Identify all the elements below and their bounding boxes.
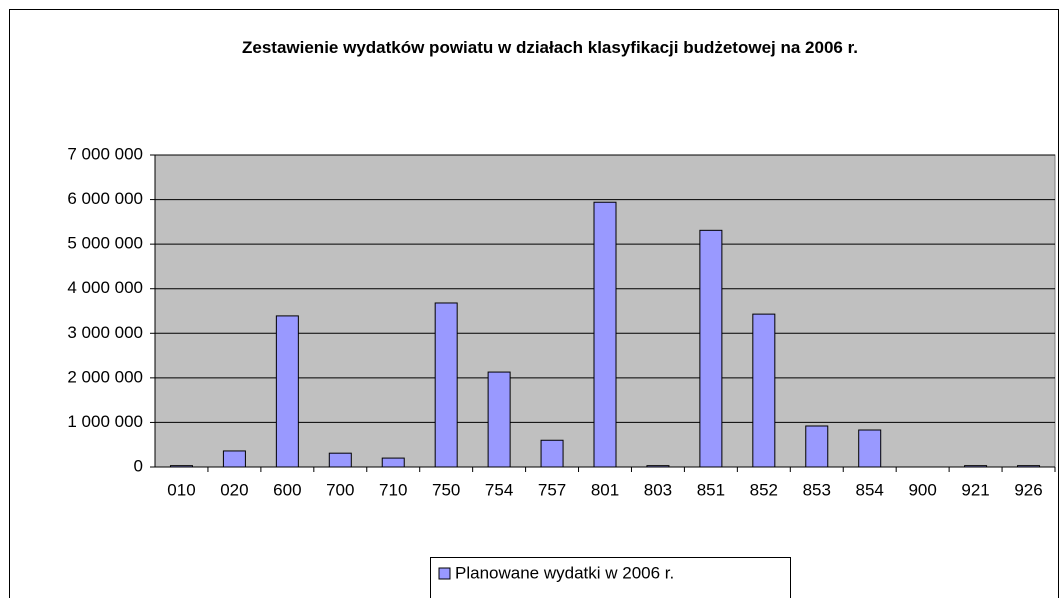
x-tick-label: 010 <box>167 480 195 499</box>
x-tick-label: 700 <box>326 480 354 499</box>
x-tick-label: 853 <box>803 480 831 499</box>
x-tick-label: 900 <box>908 480 936 499</box>
x-tick-label: 926 <box>1014 480 1042 499</box>
bar <box>752 313 776 468</box>
x-tick-label: 921 <box>961 480 989 499</box>
x-tick-label: 851 <box>697 480 725 499</box>
y-tick-label: 7 000 000 <box>67 144 143 163</box>
bar <box>222 450 246 468</box>
x-tick-label: 600 <box>273 480 301 499</box>
legend-box <box>430 557 791 598</box>
x-tick-label: 020 <box>220 480 248 499</box>
y-tick-label: 2 000 000 <box>67 367 143 386</box>
x-tick-label: 801 <box>591 480 619 499</box>
bar <box>858 429 882 468</box>
legend-label: Planowane wydatki w 2006 r. <box>455 563 674 582</box>
y-tick-label: 3 000 000 <box>67 323 143 342</box>
y-tick-label: 5 000 000 <box>67 234 143 253</box>
y-tick-label: 4 000 000 <box>67 278 143 297</box>
bar <box>381 457 405 468</box>
bar <box>275 315 299 468</box>
bar <box>699 229 723 468</box>
bar <box>540 439 564 468</box>
bar <box>593 201 617 468</box>
x-tick-label: 710 <box>379 480 407 499</box>
y-tick-label: 6 000 000 <box>67 189 143 208</box>
bar <box>328 452 352 468</box>
legend-swatch <box>438 567 451 580</box>
x-tick-label: 750 <box>432 480 460 499</box>
bar <box>434 302 458 468</box>
bar <box>805 425 829 468</box>
bar <box>487 371 511 468</box>
x-tick-label: 803 <box>644 480 672 499</box>
x-tick-label: 854 <box>856 480 884 499</box>
y-tick-label: 1 000 000 <box>67 412 143 431</box>
x-tick-label: 852 <box>750 480 778 499</box>
chart-title: Zestawienie wydatków powiatu w działach … <box>242 38 858 57</box>
x-tick-label: 754 <box>485 480 513 499</box>
y-tick-label: 0 <box>134 456 143 475</box>
x-tick-label: 757 <box>538 480 566 499</box>
